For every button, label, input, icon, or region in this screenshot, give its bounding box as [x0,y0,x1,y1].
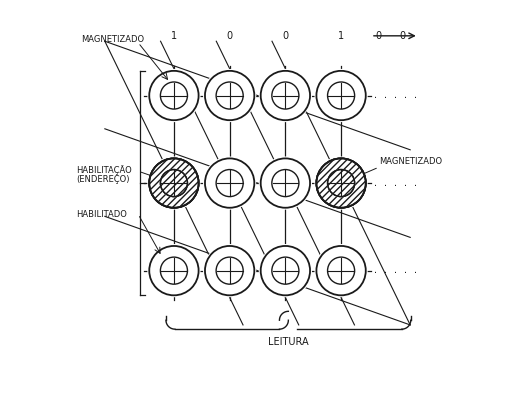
Text: 0: 0 [400,31,406,41]
Text: MAGNETIZADO: MAGNETIZADO [379,158,442,166]
Circle shape [315,70,367,121]
Circle shape [315,157,367,209]
Text: 0: 0 [227,31,233,41]
Circle shape [260,157,311,209]
Circle shape [148,245,200,297]
Circle shape [272,170,299,197]
Text: (ENDEREÇO): (ENDEREÇO) [76,176,130,184]
Circle shape [315,245,367,297]
Text: LEITURA: LEITURA [268,337,309,347]
Circle shape [204,70,255,121]
Text: . . . . .: . . . . . [373,266,418,275]
Circle shape [149,158,199,208]
Circle shape [148,70,200,121]
Text: . . . . .: . . . . . [373,179,418,187]
Circle shape [204,157,255,209]
Text: 1: 1 [171,31,177,41]
Circle shape [148,157,200,209]
Text: MAGNETIZADO: MAGNETIZADO [80,35,144,44]
Circle shape [317,158,366,208]
Circle shape [216,82,243,109]
Text: HABILITAÇÃO: HABILITAÇÃO [76,166,132,175]
Circle shape [327,170,354,197]
Circle shape [216,257,243,284]
Circle shape [216,170,243,197]
Circle shape [272,257,299,284]
Circle shape [204,245,255,297]
Text: HABILITADO: HABILITADO [76,211,127,219]
Text: 0: 0 [282,31,289,41]
Circle shape [327,82,354,109]
Circle shape [272,82,299,109]
Circle shape [160,170,187,197]
Text: . . . . .: . . . . . [373,91,418,100]
Circle shape [260,70,311,121]
Text: 0: 0 [376,31,382,41]
Circle shape [327,257,354,284]
Circle shape [260,245,311,297]
Circle shape [160,82,187,109]
Circle shape [160,257,187,284]
Text: 1: 1 [338,31,344,41]
